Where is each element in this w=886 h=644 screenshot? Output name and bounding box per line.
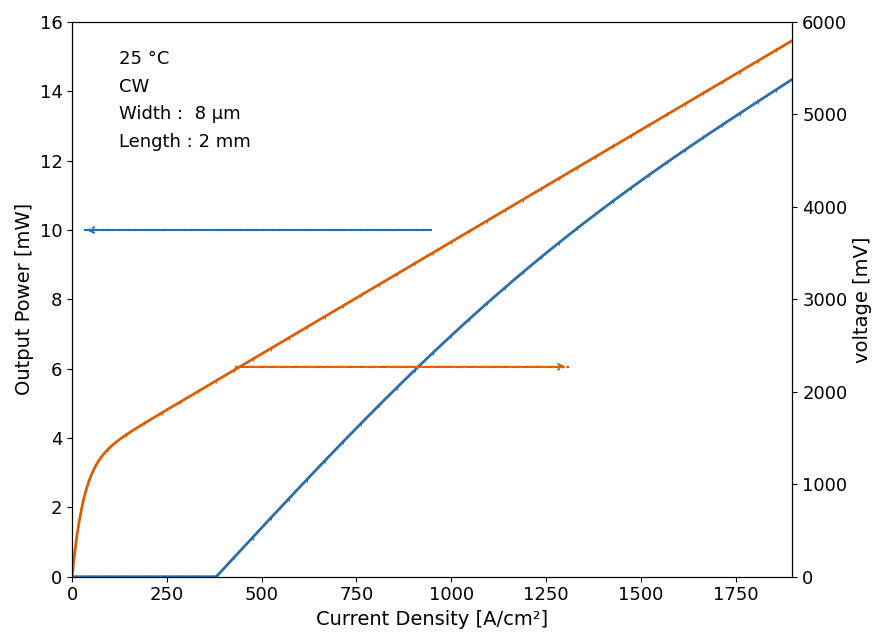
Text: 25 °C
CW
Width :  8 μm
Length : 2 mm: 25 °C CW Width : 8 μm Length : 2 mm xyxy=(119,50,251,151)
X-axis label: Current Density [A/cm²]: Current Density [A/cm²] xyxy=(316,610,548,629)
Y-axis label: voltage [mV]: voltage [mV] xyxy=(852,236,871,363)
Y-axis label: Output Power [mW]: Output Power [mW] xyxy=(15,204,34,395)
